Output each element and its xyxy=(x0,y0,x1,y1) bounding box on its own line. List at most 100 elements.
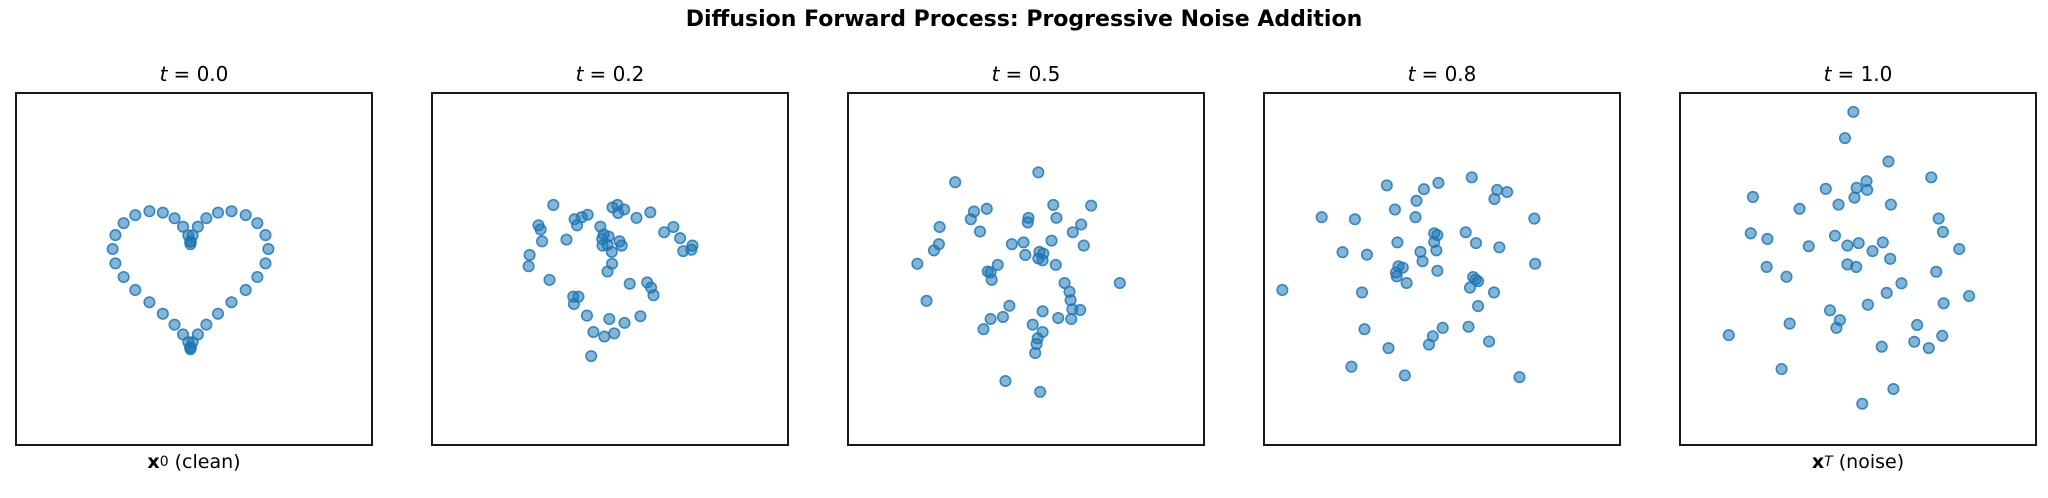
scatter-point xyxy=(985,273,998,286)
scatter-point xyxy=(1075,218,1088,231)
scatter-point xyxy=(1036,305,1049,318)
scatter-point xyxy=(523,248,536,261)
scatter-point xyxy=(1050,211,1063,224)
scatter-point xyxy=(1780,270,1793,283)
scatter-point xyxy=(618,203,631,216)
scatter-point xyxy=(251,270,264,284)
scatter-point xyxy=(1077,239,1090,252)
scatter-point xyxy=(1436,321,1449,334)
scatter-point xyxy=(1422,338,1435,351)
scatter-point xyxy=(239,283,252,296)
scatter-point xyxy=(1432,176,1445,189)
scatter-point xyxy=(1469,237,1483,250)
axes-box xyxy=(15,92,373,446)
scatter-point xyxy=(168,318,181,331)
scatter-point xyxy=(547,198,560,211)
subplot-title-variable: t xyxy=(1823,62,1832,86)
subplot-title: t = 0.0 xyxy=(15,52,373,92)
scatter-point xyxy=(667,220,680,234)
scatter-point xyxy=(262,242,275,256)
scatter-point xyxy=(1744,227,1757,240)
scatter-point xyxy=(1876,236,1889,249)
scatter-point xyxy=(109,257,122,270)
scatter-point xyxy=(1465,171,1478,184)
scatter-point xyxy=(1047,198,1060,211)
scatter-point xyxy=(911,257,924,270)
scatter-point xyxy=(1908,335,1921,348)
scatter-point xyxy=(991,258,1004,271)
scatter-point xyxy=(630,211,643,224)
scatter-point xyxy=(1029,347,1042,360)
subplot-title-value: = 0.8 xyxy=(1421,62,1477,86)
scatter-point xyxy=(184,235,197,248)
subplot-title-variable: t xyxy=(991,62,1000,86)
scatter-point xyxy=(1852,237,1865,250)
scatter-point xyxy=(647,289,660,302)
scatter-point xyxy=(1925,171,1938,184)
scatter-point xyxy=(996,310,1009,323)
scatter-point xyxy=(1819,182,1832,195)
scatter-point xyxy=(1021,216,1034,229)
scatter-point xyxy=(1775,363,1788,376)
scatter-point xyxy=(1058,277,1071,290)
scatter-point xyxy=(927,244,940,257)
scatter-point xyxy=(1066,226,1079,239)
subplot-title: t = 1.0 xyxy=(1679,52,2037,92)
scatter-point xyxy=(536,235,549,248)
subplot-title-variable: t xyxy=(159,62,168,86)
scatter-point xyxy=(211,307,225,320)
scatter-point xyxy=(1026,318,1039,331)
scatter-point xyxy=(1861,183,1874,196)
scatter-point xyxy=(225,296,238,309)
scatter-point xyxy=(1017,236,1030,249)
scatter-point xyxy=(1528,212,1541,225)
scatter-point xyxy=(1895,277,1908,290)
scatter-point xyxy=(1430,244,1443,257)
scatter-point xyxy=(1953,242,1966,256)
scatter-point xyxy=(1963,289,1976,303)
scatter-point xyxy=(1848,191,1861,204)
scatter-point xyxy=(200,212,213,225)
scatter-point xyxy=(1746,190,1759,203)
subplot-title-value: = 0.0 xyxy=(173,62,229,86)
scatter-point xyxy=(585,350,598,363)
scatter-point xyxy=(1417,183,1430,196)
scatter-point xyxy=(605,245,618,258)
scatter-point xyxy=(191,220,204,233)
scatter-point xyxy=(1838,132,1851,145)
scatter-point xyxy=(1003,299,1016,312)
scatter-point xyxy=(1085,199,1098,212)
scatter-point xyxy=(920,294,933,307)
scatter-point xyxy=(117,217,130,230)
scatter-point xyxy=(1911,318,1924,331)
scatter-point xyxy=(949,176,962,189)
x-axis-label-empty xyxy=(431,446,789,478)
subplot-t-0.5: t = 0.5 xyxy=(847,52,1205,478)
scatter-point xyxy=(1463,281,1477,294)
scatter-point xyxy=(143,205,156,218)
scatter-point xyxy=(1409,211,1422,224)
x-axis-label-symbol: x xyxy=(147,451,160,473)
scatter-point xyxy=(1722,329,1735,342)
scatter-point xyxy=(1400,277,1413,290)
subplot-title: t = 0.8 xyxy=(1263,52,1621,92)
scatter-point xyxy=(1513,371,1526,384)
scatter-point xyxy=(1802,240,1815,253)
scatter-point xyxy=(984,312,997,326)
scatter-point xyxy=(129,283,142,296)
x-axis-label-symbol: x xyxy=(1811,451,1825,473)
scatter-point xyxy=(674,232,687,245)
scatter-point xyxy=(1074,303,1087,316)
scatter-point xyxy=(1922,342,1935,355)
scatter-point xyxy=(603,312,616,326)
scatter-point xyxy=(980,202,993,215)
scatter-point xyxy=(1850,181,1863,194)
scatter-point xyxy=(1065,312,1078,326)
scatter-point xyxy=(1936,225,1949,238)
scatter-point xyxy=(1459,226,1472,239)
subplot-t-0.2: t = 0.2 xyxy=(431,52,789,478)
scatter-point xyxy=(1487,286,1501,299)
scatter-point xyxy=(634,310,647,323)
scatter-point xyxy=(1398,369,1411,382)
